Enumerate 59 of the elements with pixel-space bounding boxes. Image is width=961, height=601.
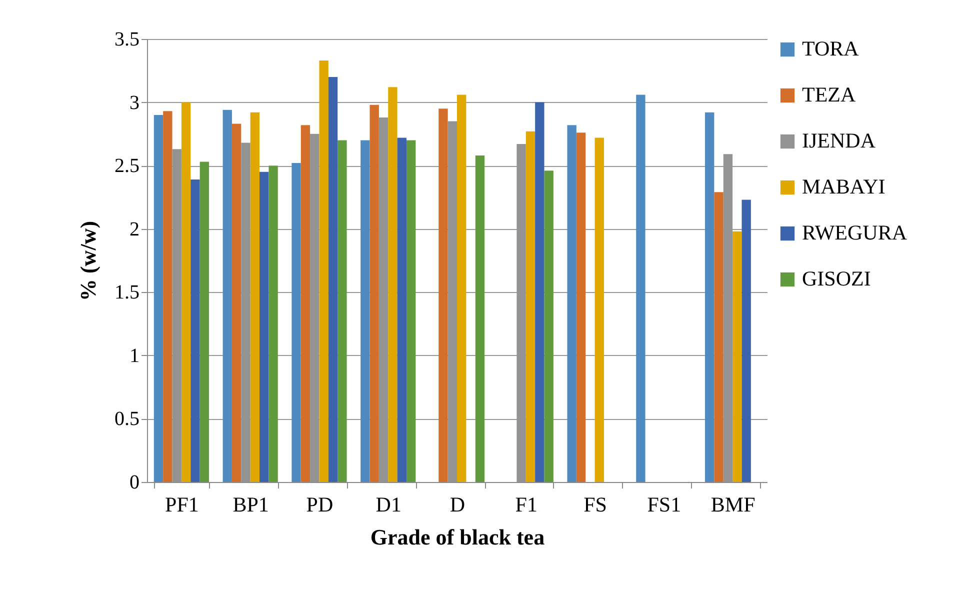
bar <box>232 124 242 482</box>
legend-label: RWEGURA <box>802 220 908 244</box>
y-tick-label: 0 <box>130 472 140 494</box>
x-tick-label: D <box>450 492 466 516</box>
y-tick-label: 1 <box>130 344 140 367</box>
bar <box>260 172 269 482</box>
x-axis-title: Grade of black tea <box>370 524 545 550</box>
bar <box>544 170 554 482</box>
bar <box>406 140 416 482</box>
legend-label: TORA <box>802 36 860 60</box>
bar <box>457 94 466 482</box>
bar <box>705 112 714 482</box>
y-axis-title: % (w/w) <box>76 220 100 302</box>
bar <box>732 231 742 482</box>
bar <box>292 163 301 482</box>
y-tick-label: 2 <box>130 218 140 240</box>
bar <box>163 111 172 482</box>
bar <box>567 125 576 482</box>
bar <box>370 104 379 482</box>
x-tick-label: BP1 <box>232 492 269 516</box>
x-tick-label: FS <box>584 492 607 516</box>
bar <box>397 138 406 482</box>
bar <box>328 76 338 482</box>
bar <box>154 114 164 482</box>
bar <box>576 132 586 482</box>
y-tick-label: 0.5 <box>114 408 140 430</box>
x-tick-label: F1 <box>515 492 538 516</box>
bar <box>388 87 398 482</box>
y-tick-label: 3 <box>130 92 140 114</box>
bar <box>268 166 278 482</box>
bar <box>300 125 310 482</box>
bar <box>742 200 751 482</box>
y-tick-label: 1.5 <box>114 282 140 304</box>
x-tick-label: FS1 <box>647 492 682 516</box>
legend-label: IJENDA <box>802 128 876 152</box>
x-tick-label: PD <box>306 492 334 516</box>
bar <box>714 192 724 482</box>
legend-label: MABAYI <box>802 174 886 198</box>
bar <box>475 155 485 482</box>
legend-label: TEZA <box>802 82 856 106</box>
bar <box>338 140 347 482</box>
bar <box>319 60 328 482</box>
y-tick-label: 2.5 <box>114 155 140 178</box>
bar <box>190 179 200 482</box>
bar <box>594 138 604 482</box>
legend-label: GISOZI <box>802 266 871 290</box>
bar <box>526 131 536 482</box>
x-tick-label: BMF <box>710 492 756 516</box>
y-tick-label: 3.5 <box>114 28 140 50</box>
x-tick-label: PF1 <box>165 492 199 516</box>
bar <box>181 102 191 482</box>
bar <box>535 102 544 482</box>
bar <box>360 140 370 482</box>
bar <box>200 162 209 482</box>
bar <box>438 108 448 482</box>
bar <box>636 94 646 482</box>
bar <box>250 112 260 482</box>
bar <box>222 110 232 482</box>
x-tick-label: D1 <box>376 492 402 516</box>
